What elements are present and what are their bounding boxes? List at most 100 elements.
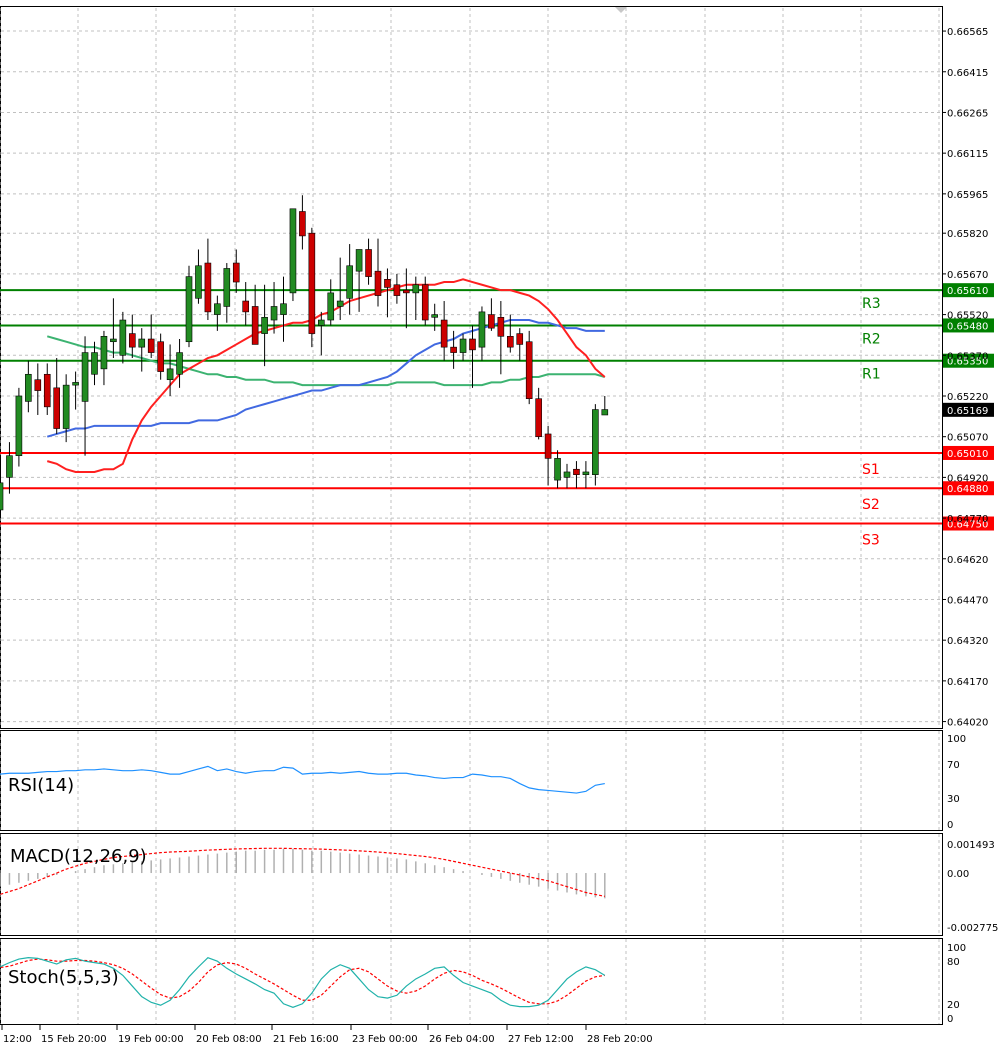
rsi-tick-label: 70: [947, 760, 960, 771]
macd-tick-label: -0.002775: [947, 923, 998, 934]
candle[interactable]: [25, 373, 32, 402]
candle[interactable]: [43, 373, 51, 408]
candle[interactable]: [374, 270, 382, 296]
candle[interactable]: [582, 471, 590, 475]
candle[interactable]: [346, 265, 353, 299]
candle[interactable]: [129, 333, 136, 348]
candle[interactable]: [15, 395, 23, 456]
y-tick-label: 0.64920: [947, 473, 988, 484]
candle[interactable]: [81, 352, 89, 402]
y-tick-label: 0.65070: [947, 433, 988, 444]
candle[interactable]: [327, 292, 335, 321]
candle[interactable]: [119, 319, 127, 356]
price-tag-label-r3: 0.65610: [947, 286, 988, 297]
candle[interactable]: [91, 352, 98, 375]
y-tick-label: 0.64020: [947, 718, 988, 729]
candle[interactable]: [195, 265, 202, 299]
candle[interactable]: [53, 387, 61, 429]
candle[interactable]: [525, 341, 533, 400]
candle[interactable]: [421, 284, 429, 321]
candle[interactable]: [204, 262, 212, 313]
candle[interactable]: [459, 338, 467, 353]
candle[interactable]: [516, 333, 524, 345]
candle[interactable]: [138, 338, 146, 348]
candle[interactable]: [469, 338, 476, 351]
candle[interactable]: [563, 471, 571, 478]
candle[interactable]: [478, 311, 486, 348]
candle[interactable]: [554, 458, 561, 481]
candle[interactable]: [280, 303, 287, 315]
candle[interactable]: [157, 341, 164, 372]
stoch-panel[interactable]: [0, 938, 943, 1025]
candle[interactable]: [176, 352, 183, 375]
x-tick-label: 26 Feb 04:00: [429, 1034, 495, 1045]
stoch-tick-label: 100: [947, 943, 966, 954]
price-tag-label-s3: 0.64750: [947, 520, 988, 531]
y-tick-label: 0.66565: [947, 27, 988, 38]
candle[interactable]: [431, 314, 439, 318]
x-tick-label: 20 Feb 08:00: [196, 1034, 262, 1045]
candle[interactable]: [535, 398, 542, 437]
y-tick-label: 0.64170: [947, 677, 988, 688]
candle[interactable]: [384, 279, 391, 288]
candle[interactable]: [185, 276, 193, 343]
stoch-tick-label: 0: [947, 1014, 953, 1025]
macd-tick-label: 0.001493: [947, 840, 995, 851]
macd-panel[interactable]: [0, 833, 943, 936]
candle[interactable]: [110, 338, 117, 343]
candle[interactable]: [506, 335, 514, 348]
candle[interactable]: [34, 379, 42, 391]
candle[interactable]: [393, 284, 401, 296]
candle[interactable]: [544, 433, 552, 459]
candle[interactable]: [299, 211, 306, 237]
candle[interactable]: [317, 319, 325, 326]
macd-tick-label: 0.00: [947, 869, 969, 880]
candle[interactable]: [289, 208, 297, 294]
candle[interactable]: [166, 368, 174, 381]
candle[interactable]: [242, 300, 249, 313]
candle[interactable]: [440, 319, 448, 348]
y-tick-label: 0.65370: [947, 351, 988, 362]
candle[interactable]: [450, 346, 457, 353]
level-label-r1: R1: [862, 367, 881, 383]
x-tick-label: 15 Feb 20:00: [41, 1034, 107, 1045]
candle[interactable]: [62, 384, 70, 429]
candle[interactable]: [223, 268, 231, 307]
candle[interactable]: [403, 289, 410, 294]
candle[interactable]: [497, 317, 505, 337]
candle[interactable]: [308, 232, 316, 334]
candle[interactable]: [261, 317, 268, 334]
candle[interactable]: [592, 409, 599, 475]
candle[interactable]: [6, 455, 13, 478]
candle[interactable]: [336, 300, 344, 307]
candle[interactable]: [251, 306, 259, 345]
candle[interactable]: [147, 338, 155, 353]
current-price-label: 0.65169: [947, 406, 988, 417]
price-tag-s2: [943, 481, 994, 496]
candle[interactable]: [365, 249, 372, 277]
candle[interactable]: [412, 284, 420, 294]
y-tick-label: 0.65670: [947, 270, 988, 281]
stoch-main-line: [0, 956, 606, 1008]
level-label-s3: S3: [862, 533, 880, 549]
stoch-signal-line: [0, 958, 605, 1005]
stoch-tick-label: 80: [947, 957, 960, 968]
candle[interactable]: [100, 335, 108, 370]
y-tick-label: 0.64770: [947, 514, 988, 525]
candle[interactable]: [72, 382, 79, 386]
candle[interactable]: [270, 306, 278, 321]
candle[interactable]: [214, 303, 221, 315]
candle[interactable]: [573, 468, 580, 475]
candle[interactable]: [0, 482, 4, 511]
x-tick-label: 12:00: [3, 1034, 32, 1045]
candle[interactable]: [601, 409, 609, 416]
rsi-label: RSI(14): [8, 775, 74, 796]
rsi-panel[interactable]: [0, 730, 943, 831]
candle[interactable]: [355, 249, 363, 272]
y-tick-label: 0.66115: [947, 149, 988, 160]
chart-shift-marker-icon[interactable]: [615, 7, 627, 13]
candle[interactable]: [232, 262, 240, 283]
y-tick-label: 0.66265: [947, 108, 988, 119]
candle[interactable]: [488, 314, 495, 329]
price-tag-r1: [943, 353, 994, 368]
